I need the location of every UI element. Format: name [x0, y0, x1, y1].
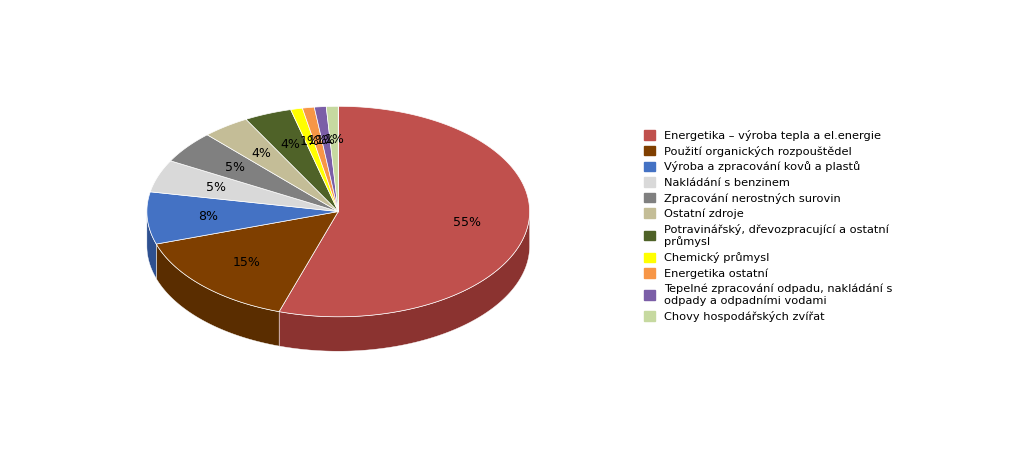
- Polygon shape: [157, 212, 338, 312]
- Legend: Energetika – výroba tepla a el.energie, Použití organických rozpouštědel, Výroba: Energetika – výroba tepla a el.energie, …: [641, 126, 896, 325]
- Polygon shape: [157, 244, 280, 346]
- Text: 4%: 4%: [281, 138, 300, 152]
- Polygon shape: [314, 106, 338, 212]
- Text: 5%: 5%: [225, 161, 246, 174]
- Polygon shape: [146, 192, 338, 244]
- Polygon shape: [246, 110, 338, 212]
- Polygon shape: [171, 135, 338, 212]
- Polygon shape: [280, 213, 529, 351]
- Text: 55%: 55%: [453, 216, 481, 229]
- Text: 1%: 1%: [325, 134, 344, 147]
- Text: 1%: 1%: [308, 134, 328, 148]
- Polygon shape: [291, 108, 338, 212]
- Text: 8%: 8%: [199, 210, 218, 223]
- Polygon shape: [280, 106, 529, 317]
- Text: 15%: 15%: [232, 256, 260, 269]
- Polygon shape: [327, 106, 338, 212]
- Polygon shape: [151, 161, 338, 212]
- Polygon shape: [302, 107, 338, 212]
- Text: 4%: 4%: [252, 147, 271, 160]
- Polygon shape: [207, 119, 338, 212]
- Text: 1%: 1%: [300, 135, 319, 148]
- Polygon shape: [146, 212, 157, 278]
- Text: 1%: 1%: [316, 134, 336, 147]
- Text: 5%: 5%: [206, 181, 226, 194]
